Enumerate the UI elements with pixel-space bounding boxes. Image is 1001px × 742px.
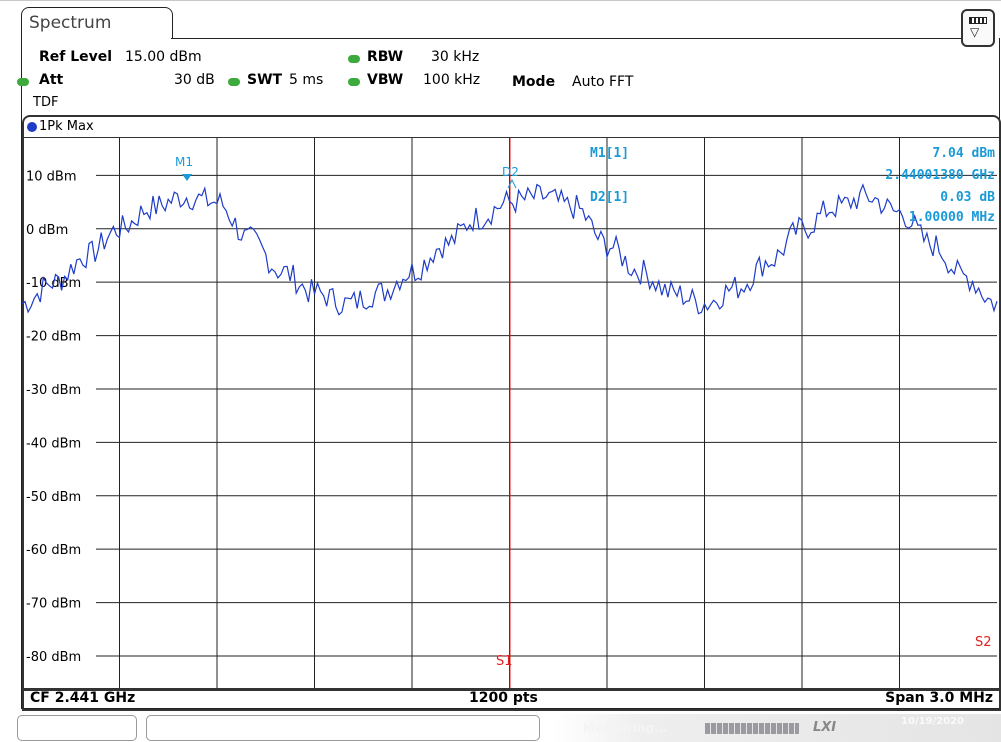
swt-indicator [228, 78, 240, 86]
vbw-label: VBW [367, 72, 404, 88]
vbw-value: 100 kHz [423, 72, 481, 88]
m1-label: M1[1] [590, 146, 630, 161]
swt-label: SWT [247, 72, 283, 88]
marker-tags: M1 D2 [175, 155, 519, 189]
d2-tag: D2 [502, 165, 519, 179]
y-tick-label: -70 dBm [26, 597, 81, 612]
rbw-value: 30 kHz [431, 49, 480, 65]
rbw-label: RBW [367, 49, 404, 65]
y-tick-label: -50 dBm [26, 490, 81, 505]
trace-header: 1Pk Max [22, 115, 1001, 139]
status-field-1[interactable] [17, 715, 137, 741]
y-tick-label: -80 dBm [26, 650, 81, 665]
m1-tag: M1 [175, 155, 193, 169]
y-tick-label: 0 dBm [26, 223, 68, 238]
softkey-bar-icon [969, 17, 987, 24]
d2-level: 0.03 dB [940, 190, 995, 205]
frame-top-line [171, 38, 961, 39]
plot-area[interactable] [22, 137, 1001, 691]
s1-label: S1 [496, 654, 513, 669]
center-frequency: CF 2.441 GHz [30, 690, 136, 706]
trace-line [21, 183, 998, 316]
footer-bar: CF 2.441 GHz 1200 pts Span 3.0 MHz [22, 688, 1001, 711]
d2-frequency: 1.00000 MHz [908, 210, 995, 225]
m1-frequency: 2.44001380 GHz [885, 168, 995, 183]
att-indicator [17, 78, 29, 86]
span: Span 3.0 MHz [885, 690, 993, 706]
y-tick-label: -60 dBm [26, 543, 81, 558]
tdf-label: TDF [33, 95, 59, 110]
y-tick-label: -40 dBm [26, 436, 81, 451]
grid-lines [96, 138, 997, 688]
rbw-indicator [348, 55, 360, 63]
mode-value: Auto FFT [572, 74, 634, 90]
m1-level: 7.04 dBm [932, 146, 995, 161]
d2-marker-triangle [507, 178, 517, 189]
tab-title: Spectrum [29, 13, 112, 33]
att-label: Att [39, 72, 64, 88]
top-border [0, 0, 1001, 1]
s2-label: S2 [975, 635, 992, 650]
lxi-icon: LXI [813, 720, 837, 735]
measuring-text: Measuring... [583, 721, 668, 735]
trace-indicator-icon [27, 122, 37, 132]
progress-bar [705, 723, 799, 734]
tab-spectrum[interactable]: Spectrum [21, 7, 173, 39]
d2-label: D2[1] [590, 190, 630, 205]
swt-value: 5 ms [289, 72, 324, 88]
sweep-points: 1200 pts [469, 690, 538, 706]
y-tick-label: -30 dBm [26, 383, 81, 398]
y-tick-label: 10 dBm [26, 169, 77, 184]
status-field-2[interactable] [146, 715, 540, 741]
status-bar: Measuring... LXI 10/19/2020 [15, 714, 1001, 742]
y-tick-label: -20 dBm [26, 330, 81, 345]
ref-level-value: 15.00 dBm [125, 49, 202, 65]
triangle-down-icon: ▽ [970, 25, 980, 39]
display-lines: S1 S2 [496, 138, 992, 688]
mode-label: Mode [512, 74, 556, 90]
display-config-button[interactable]: ▽ [961, 9, 995, 47]
att-value: 30 dB [174, 72, 215, 88]
trace-label: 1Pk Max [39, 119, 94, 134]
vbw-indicator [348, 78, 360, 86]
date-label: 10/19/2020 [901, 716, 964, 727]
m1-marker-triangle [182, 174, 192, 181]
ref-level-label: Ref Level [39, 49, 113, 65]
